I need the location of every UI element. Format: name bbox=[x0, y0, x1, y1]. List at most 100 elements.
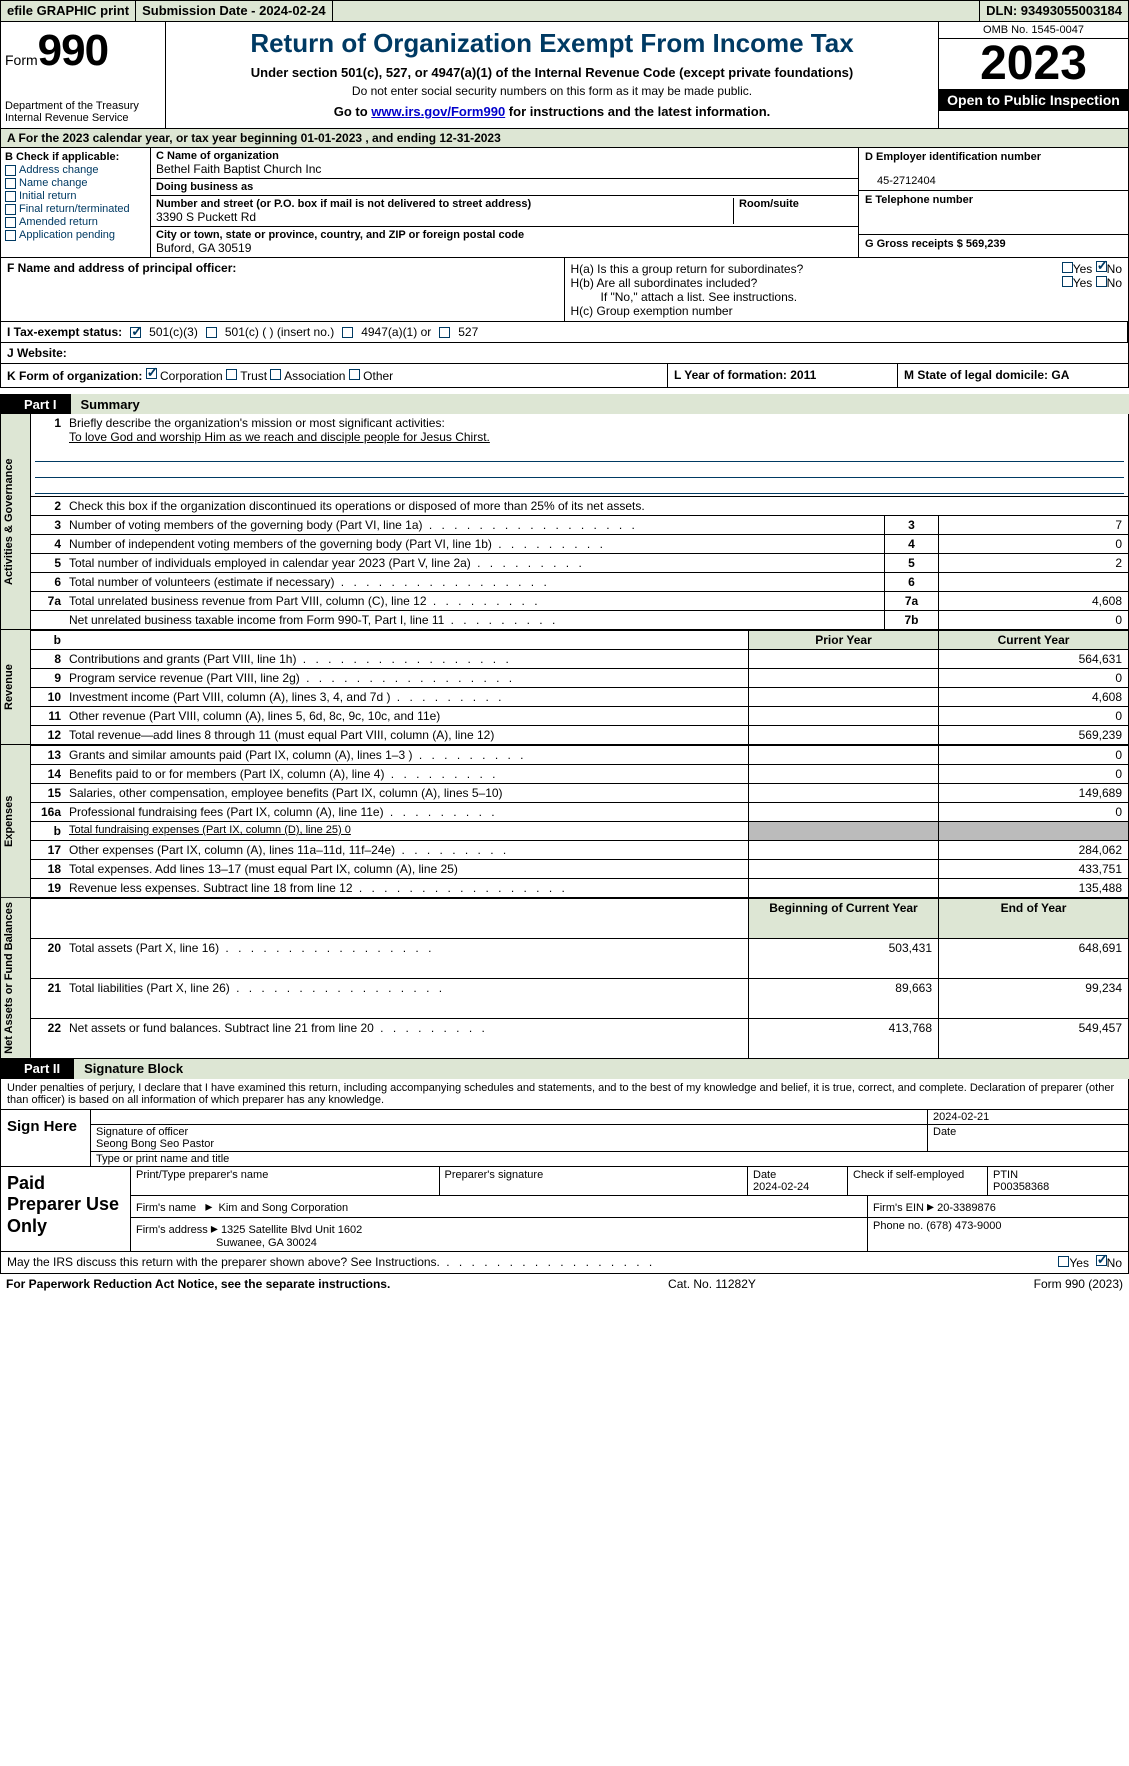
val-6 bbox=[938, 572, 1128, 591]
val-7a: 4,608 bbox=[938, 591, 1128, 610]
ptin: P00358368 bbox=[993, 1181, 1049, 1193]
firm-addr2: Suwanee, GA 30024 bbox=[136, 1237, 317, 1249]
ha-no[interactable] bbox=[1096, 261, 1107, 272]
hb-no[interactable] bbox=[1096, 276, 1107, 287]
row-ijk: I Tax-exempt status: 501(c)(3) 501(c) ( … bbox=[0, 322, 1129, 388]
principal-officer-label: F Name and address of principal officer: bbox=[7, 261, 236, 275]
h-b-label: H(b) Are all subordinates included? bbox=[571, 276, 758, 290]
val-4: 0 bbox=[938, 534, 1128, 553]
ha-yes[interactable] bbox=[1062, 262, 1073, 273]
exp-19: 135,488 bbox=[938, 878, 1128, 897]
rev-9: 0 bbox=[938, 668, 1128, 687]
city-state-zip: Buford, GA 30519 bbox=[156, 241, 251, 255]
paid-preparer-label: Paid Preparer Use Only bbox=[1, 1167, 131, 1251]
row-a-tax-year: A For the 2023 calendar year, or tax yea… bbox=[0, 129, 1129, 148]
tax-year: 2023 bbox=[939, 39, 1128, 89]
form-header: Form990 Department of the Treasury Inter… bbox=[0, 22, 1129, 129]
dba-label: Doing business as bbox=[156, 181, 253, 193]
firm-addr1: 1325 Satellite Blvd Unit 1602 bbox=[221, 1224, 362, 1236]
chk-assoc[interactable] bbox=[270, 369, 281, 380]
vlabel-net: Net Assets or Fund Balances bbox=[1, 898, 31, 1058]
org-name: Bethel Faith Baptist Church Inc bbox=[156, 162, 321, 176]
val-3: 7 bbox=[938, 515, 1128, 534]
block-bcde: B Check if applicable: Address change Na… bbox=[0, 148, 1129, 258]
gross-receipts: G Gross receipts $ 569,239 bbox=[865, 238, 1006, 250]
may-no[interactable] bbox=[1096, 1255, 1107, 1266]
chk-corp[interactable] bbox=[146, 368, 157, 379]
paid-preparer-block: Paid Preparer Use Only Print/Type prepar… bbox=[0, 1167, 1129, 1252]
vlabel-expenses: Expenses bbox=[1, 745, 31, 897]
h-c-label: H(c) Group exemption number bbox=[571, 304, 1123, 318]
val-7b: 0 bbox=[938, 610, 1128, 629]
exp-18: 433,751 bbox=[938, 859, 1128, 878]
subtitle-2: Do not enter social security numbers on … bbox=[172, 84, 932, 98]
street-address: 3390 S Puckett Rd bbox=[156, 210, 256, 224]
h-a-label: H(a) Is this a group return for subordin… bbox=[571, 262, 804, 276]
chk-trust[interactable] bbox=[226, 369, 237, 380]
summary-expenses: Expenses 13Grants and similar amounts pa… bbox=[0, 745, 1129, 898]
summary-revenue: Revenue bPrior YearCurrent Year 8Contrib… bbox=[0, 630, 1129, 745]
dln: DLN: 93493055003184 bbox=[980, 1, 1128, 21]
rev-10: 4,608 bbox=[938, 687, 1128, 706]
exp-14: 0 bbox=[938, 764, 1128, 783]
form-label: Form bbox=[5, 52, 38, 68]
net-22p: 413,768 bbox=[748, 1018, 938, 1058]
chk-501c3[interactable] bbox=[130, 327, 141, 338]
exp-17: 284,062 bbox=[938, 840, 1128, 859]
part1-header: Part I Summary bbox=[0, 394, 1129, 414]
signature-block: Under penalties of perjury, I declare th… bbox=[0, 1079, 1129, 1167]
form-title: Return of Organization Exempt From Incom… bbox=[172, 28, 932, 59]
prep-date: 2024-02-24 bbox=[753, 1181, 809, 1193]
summary-governance: Activities & Governance 1 Briefly descri… bbox=[0, 414, 1129, 630]
sign-here-label: Sign Here bbox=[1, 1110, 91, 1166]
sig-declaration: Under penalties of perjury, I declare th… bbox=[1, 1079, 1128, 1110]
val-5: 2 bbox=[938, 553, 1128, 572]
part2-header: Part II Signature Block bbox=[0, 1059, 1129, 1079]
col-b-header: B Check if applicable: bbox=[5, 151, 146, 163]
chk-app-pending[interactable] bbox=[5, 230, 16, 241]
officer-name: Seong Bong Seo Pastor bbox=[96, 1138, 214, 1150]
efile-label: efile GRAPHIC print bbox=[1, 1, 136, 21]
chk-527[interactable] bbox=[439, 327, 450, 338]
chk-final-return[interactable] bbox=[5, 204, 16, 215]
mission: To love God and worship Him as we reach … bbox=[69, 430, 490, 444]
irs-link[interactable]: www.irs.gov/Form990 bbox=[371, 104, 505, 119]
dept-treasury: Department of the Treasury bbox=[5, 100, 161, 112]
firm-ein: 20-3389876 bbox=[937, 1202, 996, 1214]
org-name-label: C Name of organization bbox=[156, 150, 279, 162]
exp-13: 0 bbox=[938, 745, 1128, 764]
submission-date: Submission Date - 2024-02-24 bbox=[136, 1, 333, 21]
footer: For Paperwork Reduction Act Notice, see … bbox=[0, 1274, 1129, 1294]
form-number: 990 bbox=[38, 26, 108, 75]
rev-12: 569,239 bbox=[938, 725, 1128, 744]
vlabel-governance: Activities & Governance bbox=[1, 414, 31, 629]
net-21c: 99,234 bbox=[938, 978, 1128, 1018]
top-bar: efile GRAPHIC print Submission Date - 20… bbox=[0, 0, 1129, 22]
net-21p: 89,663 bbox=[748, 978, 938, 1018]
chk-name-change[interactable] bbox=[5, 178, 16, 189]
chk-501c[interactable] bbox=[206, 327, 217, 338]
year-formation: L Year of formation: 2011 bbox=[674, 368, 816, 382]
chk-amended[interactable] bbox=[5, 217, 16, 228]
rev-8: 564,631 bbox=[938, 649, 1128, 668]
chk-4947[interactable] bbox=[342, 327, 353, 338]
irs-label: Internal Revenue Service bbox=[5, 112, 161, 124]
vlabel-revenue: Revenue bbox=[1, 630, 31, 744]
exp-15: 149,689 bbox=[938, 783, 1128, 802]
ein: 45-2712404 bbox=[865, 175, 936, 187]
chk-address-change[interactable] bbox=[5, 165, 16, 176]
may-irs-discuss: May the IRS discuss this return with the… bbox=[0, 1252, 1129, 1274]
firm-phone: (678) 473-9000 bbox=[926, 1220, 1001, 1232]
net-22c: 549,457 bbox=[938, 1018, 1128, 1058]
exp-16a: 0 bbox=[938, 802, 1128, 821]
hb-yes[interactable] bbox=[1062, 276, 1073, 287]
row-fh: F Name and address of principal officer:… bbox=[0, 258, 1129, 322]
summary-net-assets: Net Assets or Fund Balances Beginning of… bbox=[0, 898, 1129, 1059]
chk-other[interactable] bbox=[349, 369, 360, 380]
net-20c: 648,691 bbox=[938, 938, 1128, 978]
open-inspection: Open to Public Inspection bbox=[939, 89, 1128, 111]
firm-name: Kim and Song Corporation bbox=[219, 1202, 349, 1214]
net-20p: 503,431 bbox=[748, 938, 938, 978]
chk-initial-return[interactable] bbox=[5, 191, 16, 202]
may-yes[interactable] bbox=[1058, 1256, 1069, 1267]
